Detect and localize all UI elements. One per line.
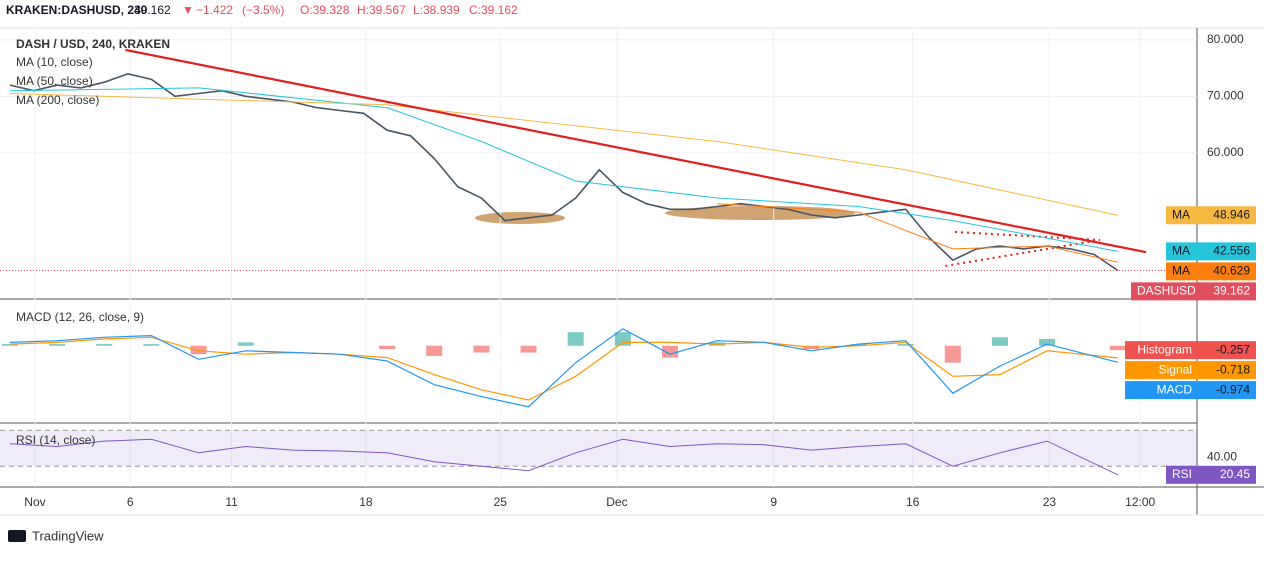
header-text: L:38.939 (413, 3, 460, 17)
histogram-bar (520, 345, 537, 353)
y-tick-label: 80.000 (1207, 32, 1244, 46)
x-tick-label: 18 (359, 495, 373, 509)
x-tick-label: 9 (770, 495, 777, 509)
trendline (125, 48, 1147, 254)
header-text: ▼ (182, 3, 194, 17)
histogram-bar (190, 345, 207, 355)
histogram-bar (473, 345, 490, 353)
legend-entry: MA (200, close) (16, 93, 99, 107)
price-tag-value: 39.162 (1213, 284, 1250, 298)
histogram-bar (379, 345, 396, 350)
y-tick-label: 60.000 (1207, 145, 1244, 159)
series-line (9, 87, 1118, 252)
price-tag-name: MA (1172, 264, 1190, 278)
histogram-bar (991, 337, 1008, 346)
indicator-tag (1125, 341, 1256, 360)
indicator-tag (1125, 361, 1256, 380)
chart-title: DASH / USD, 240, KRAKEN (16, 37, 170, 51)
price-tag-value: 40.629 (1213, 264, 1250, 278)
price-tag (1166, 262, 1256, 281)
y-tick-label: 70.000 (1207, 89, 1244, 103)
price-tag-name: DASHUSD (1137, 284, 1196, 298)
histogram-bar (1039, 338, 1056, 346)
series-line (717, 203, 1118, 263)
histogram-bar (850, 344, 867, 346)
header-text: (−3.5%) (242, 3, 284, 17)
price-tag (1166, 242, 1256, 261)
histogram-bar (897, 344, 914, 346)
brand: TradingView (32, 528, 104, 543)
rsi-band (0, 430, 1197, 467)
histogram-bar (1109, 345, 1126, 351)
indicator-tag (1166, 465, 1256, 484)
indicator-tag-value: -0.974 (1216, 382, 1250, 396)
histogram-bar (567, 332, 584, 346)
indicator-tag-value: 20.45 (1220, 467, 1250, 481)
indicator-tag (1125, 381, 1256, 400)
legend-entry: MA (50, close) (16, 74, 93, 88)
indicator-tag-name: RSI (1172, 467, 1192, 481)
support-ellipse (475, 212, 565, 224)
histogram-bar (96, 344, 113, 346)
x-tick-label: 25 (494, 495, 508, 509)
header-text: C:39.162 (469, 3, 518, 17)
indicator-tag-name: Histogram (1137, 342, 1192, 356)
price-tag-value: 48.946 (1213, 207, 1250, 221)
price-tag (1131, 282, 1256, 301)
header-text: O:39.328 (300, 3, 350, 17)
pane-title: MACD (12, 26, close, 9) (16, 310, 144, 324)
support-ellipse (665, 206, 855, 220)
x-tick-label: Dec (606, 495, 627, 509)
indicator-tag-value: -0.718 (1216, 362, 1250, 376)
indicator-tag-value: -0.257 (1216, 342, 1250, 356)
rsi-line (9, 438, 1119, 476)
price-tag-name: MA (1172, 244, 1190, 258)
histogram-bar (2, 344, 18, 346)
price-tag-name: MA (1172, 207, 1190, 221)
histogram-bar (614, 332, 631, 346)
logo (8, 530, 26, 542)
indicator-tag-name: MACD (1157, 382, 1193, 396)
header-text: KRAKEN:DASHUSD, 240 (6, 3, 148, 17)
indicator-line (9, 328, 1118, 408)
histogram-bar (944, 345, 961, 363)
x-tick-label: 6 (127, 495, 134, 509)
histogram-bar (237, 342, 254, 346)
histogram-bar (426, 345, 443, 356)
x-tick-label: 16 (906, 495, 920, 509)
histogram-bar (143, 344, 160, 346)
indicator-tag-name: Signal (1159, 362, 1192, 376)
x-tick-label: Nov (24, 495, 45, 509)
indicator-line (9, 336, 1118, 401)
y-tick-label: 40.00 (1207, 449, 1237, 463)
price-tag-value: 42.556 (1213, 244, 1250, 258)
triangle-pattern (944, 231, 1101, 267)
header-text: −1.422 (196, 3, 233, 17)
header-text: H:39.567 (357, 3, 406, 17)
legend-entry: MA (10, close) (16, 55, 93, 69)
header-text: 39.162 (134, 3, 171, 17)
x-tick-label: 23 (1043, 495, 1057, 509)
pane-title: RSI (14, close) (16, 433, 95, 447)
series-line (9, 93, 1118, 216)
price-tag (1166, 206, 1256, 225)
x-tick-label: 12:00 (1125, 495, 1155, 509)
histogram-bar (661, 345, 678, 358)
histogram-bar (49, 344, 66, 346)
x-tick-label: 11 (225, 495, 238, 509)
